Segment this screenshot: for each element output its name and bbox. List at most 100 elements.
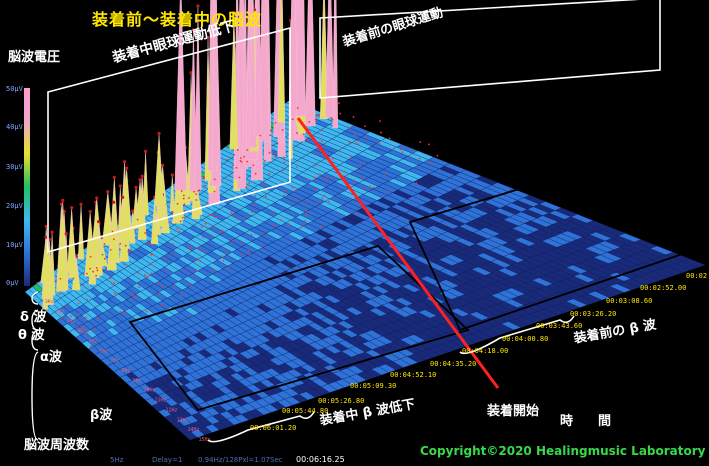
surface-peak <box>101 191 114 246</box>
peak-marker <box>164 256 167 259</box>
peak-marker <box>220 255 223 257</box>
peak-marker <box>204 222 207 225</box>
peak-marker <box>264 159 266 162</box>
peak-marker <box>338 150 341 153</box>
peak-marker <box>262 183 265 186</box>
time-tick: 00:03:26.20 <box>570 310 617 318</box>
band-bracket <box>31 291 39 305</box>
peak-marker <box>272 224 275 227</box>
peak-marker <box>326 176 329 179</box>
peak-marker <box>221 229 224 232</box>
peak-marker <box>96 269 99 272</box>
time-tick: 00:03:08.60 <box>606 297 653 305</box>
peak-marker <box>291 118 294 121</box>
peak-marker <box>162 286 165 289</box>
peak-marker <box>149 263 152 266</box>
surface-peak <box>325 0 335 118</box>
peak-marker <box>59 277 62 280</box>
peak-marker <box>400 148 402 151</box>
surface-peak <box>288 0 299 117</box>
peak-marker <box>61 198 65 202</box>
peak-marker <box>150 253 153 256</box>
peak-marker <box>323 177 326 180</box>
peak-marker <box>261 245 264 248</box>
peak-marker <box>236 149 239 151</box>
copyright-text: Copyright©2020 Healingmusic Laboratory <box>420 444 706 458</box>
peak-marker <box>171 210 173 213</box>
peak-marker <box>240 157 242 159</box>
peak-marker <box>212 269 215 272</box>
peak-marker <box>296 132 298 134</box>
peak-marker <box>225 250 228 253</box>
peak-marker <box>268 173 271 175</box>
time-tick: 00:04:35.20 <box>430 360 477 368</box>
peak-marker <box>332 177 334 180</box>
peak-marker <box>283 161 286 164</box>
peak-marker <box>298 199 300 202</box>
peak-marker <box>427 143 430 146</box>
peak-marker <box>65 305 68 308</box>
peak-marker <box>285 189 287 192</box>
peak-marker <box>231 239 234 242</box>
frequency-tick: 7Hz <box>111 358 120 364</box>
peak-marker <box>321 197 324 200</box>
peak-marker <box>332 157 334 160</box>
band-bracket <box>31 329 39 351</box>
time-bracket <box>207 411 315 443</box>
peak-marker <box>302 225 305 228</box>
peak-marker <box>103 243 106 245</box>
peak-marker <box>96 317 99 320</box>
peak-marker <box>95 196 99 200</box>
band-label-beta: β波 <box>90 408 113 423</box>
peak-marker <box>372 186 375 189</box>
peak-marker <box>195 257 198 260</box>
peak-marker <box>328 200 330 203</box>
peak-marker <box>349 156 352 159</box>
peak-marker <box>330 117 333 119</box>
peak-marker <box>248 253 251 256</box>
peak-marker <box>92 270 95 273</box>
peak-marker <box>140 174 144 178</box>
surface-cell <box>681 258 706 268</box>
time-tick: 00:04:18.00 <box>462 347 509 355</box>
peak-marker <box>178 230 181 233</box>
peak-marker <box>125 166 129 170</box>
peak-marker <box>296 106 299 109</box>
chart-title: 装着前～装着中の脳波 <box>92 10 263 29</box>
peak-marker <box>251 211 254 213</box>
z-tick: 30μV <box>6 163 23 171</box>
surface-peak <box>159 194 166 221</box>
peak-marker <box>88 209 92 214</box>
z-tick: 40μV <box>6 123 23 131</box>
peak-marker <box>415 182 418 185</box>
surface-peak <box>40 237 52 284</box>
colorbar <box>24 88 30 286</box>
peak-marker <box>239 159 242 162</box>
peak-marker <box>419 141 422 143</box>
band-label-delta: δ 波 <box>20 310 47 325</box>
peak-marker <box>320 140 323 143</box>
peak-marker <box>368 185 371 188</box>
peak-marker <box>114 294 117 297</box>
surface-peak <box>296 0 306 117</box>
peak-marker <box>127 250 130 253</box>
peak-marker <box>185 270 188 273</box>
peak-marker <box>338 102 340 105</box>
peak-marker <box>252 164 255 167</box>
peak-marker <box>144 274 146 277</box>
peak-marker <box>388 190 390 193</box>
peak-marker <box>77 313 80 315</box>
peak-marker <box>134 295 137 298</box>
peak-marker <box>95 267 98 269</box>
peak-marker <box>50 230 54 234</box>
peak-marker <box>411 150 414 153</box>
peak-marker <box>188 247 191 250</box>
peak-marker <box>93 328 95 331</box>
peak-marker <box>252 203 255 206</box>
surface-peak <box>174 0 187 191</box>
peak-marker <box>319 225 322 228</box>
time-bracket <box>459 315 575 355</box>
peak-marker <box>349 127 352 129</box>
peak-marker <box>113 292 116 295</box>
